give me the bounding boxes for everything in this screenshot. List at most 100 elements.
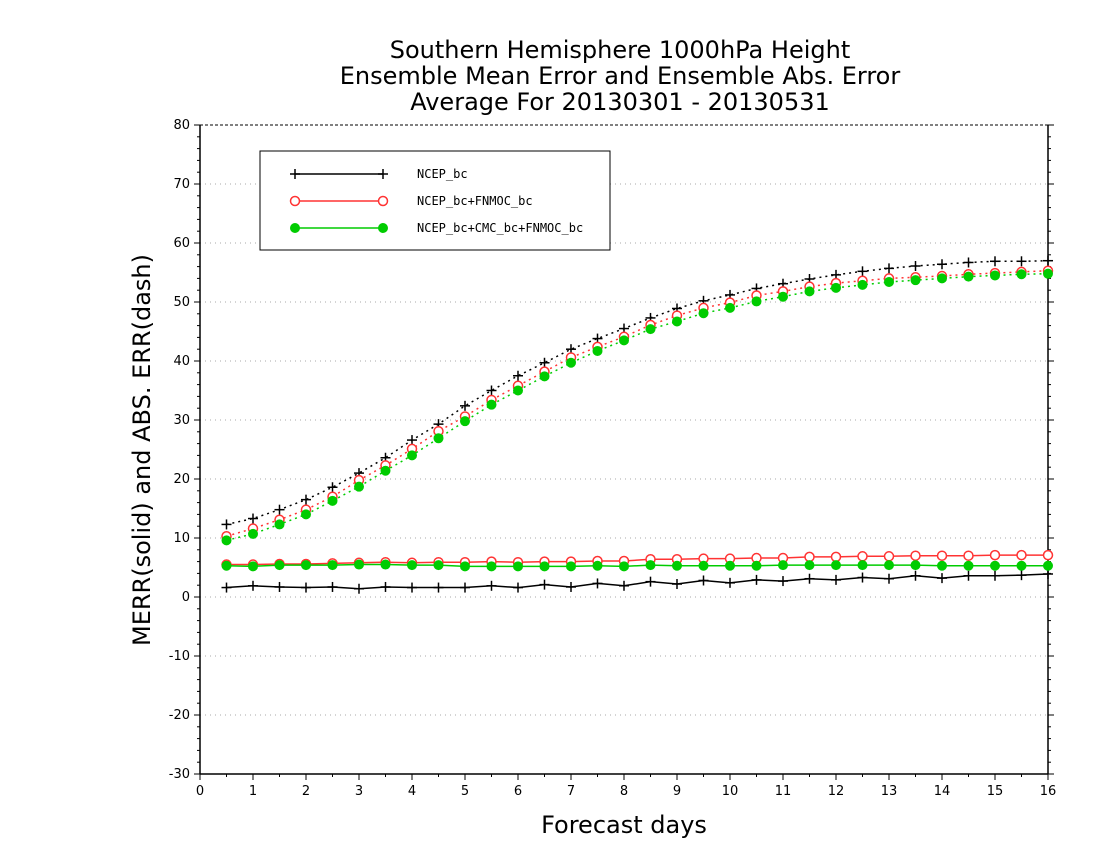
abs-err-point	[433, 433, 444, 444]
abs-err-point	[1016, 256, 1027, 267]
merr-point	[327, 581, 338, 592]
merr-point	[433, 582, 444, 593]
merr-point	[592, 578, 603, 589]
abs-err-point	[539, 371, 550, 382]
abs-err-point	[910, 261, 921, 272]
legend-item: NCEP_bc	[290, 167, 468, 181]
merr-point	[433, 560, 444, 571]
merr-point	[857, 560, 868, 571]
abs-err-point	[407, 435, 417, 446]
merr-point	[698, 560, 709, 571]
abs-err-point	[486, 399, 497, 410]
x-tick-label: 12	[828, 784, 845, 799]
legend-marker-end	[378, 169, 388, 179]
abs-err-point	[1043, 268, 1053, 279]
merr-point	[990, 560, 1000, 571]
merr-point	[645, 560, 656, 571]
merr-point	[274, 560, 285, 571]
abs-err-point	[274, 504, 285, 515]
merr-point	[937, 573, 947, 584]
abs-err-point	[539, 357, 550, 368]
merr-point	[513, 582, 523, 593]
abs-err-point	[513, 385, 523, 396]
abs-err-point	[248, 528, 258, 539]
abs-err-point	[513, 370, 523, 381]
merr-point	[301, 582, 311, 593]
abs-err-point	[486, 385, 497, 396]
abs-err-point	[725, 302, 735, 313]
x-tick-label: 6	[514, 784, 522, 799]
series-2	[221, 268, 1053, 572]
x-tick-label: 10	[722, 784, 739, 799]
merr-point	[751, 560, 762, 571]
y-tick-label: 80	[173, 118, 190, 133]
abs-err-point	[274, 519, 285, 530]
merr-point	[327, 560, 338, 571]
abs-err-point	[592, 345, 603, 356]
merr-point	[1042, 549, 1054, 561]
y-tick-label: -20	[169, 708, 190, 723]
merr-point	[698, 575, 709, 586]
legend-marker-start	[290, 223, 300, 233]
merr-point	[989, 549, 1001, 561]
merr-point	[248, 561, 258, 572]
merr-point	[778, 560, 788, 571]
merr-point	[1043, 560, 1053, 571]
abs-err-point	[884, 263, 894, 274]
merr-point	[884, 573, 894, 584]
merr-point	[937, 560, 947, 571]
x-tick-label: 0	[196, 784, 204, 799]
merr-point	[831, 574, 841, 585]
merr-point	[274, 581, 285, 592]
merr-point	[354, 559, 364, 570]
merr-line	[226, 573, 1049, 590]
y-tick-label: 20	[173, 472, 190, 487]
y-tick-label: -10	[169, 649, 190, 664]
legend: NCEP_bc NCEP_bc+FNMOC_bc NCEP_bc+CMC_bc+FN…	[259, 150, 611, 251]
merr-point	[884, 560, 894, 571]
merr-point	[857, 551, 868, 562]
legend-label: NCEP_bc	[417, 167, 468, 181]
x-tick-label: 8	[620, 784, 628, 799]
abs-err-point	[327, 482, 338, 493]
abs-err-point	[619, 335, 629, 346]
chart-title: Southern Hemisphere 1000hPa HeightEnsemb…	[340, 36, 901, 116]
merr-point	[910, 550, 921, 561]
merr-point	[486, 561, 497, 572]
merr-point	[645, 576, 656, 587]
merr-point	[301, 560, 311, 571]
x-tick-label: 14	[934, 784, 951, 799]
abs-err-point	[990, 256, 1000, 267]
merr-point	[804, 551, 815, 563]
x-tick-label: 13	[881, 784, 898, 799]
series-1	[221, 265, 1054, 570]
merr-point	[831, 560, 841, 571]
y-tick-label: 50	[173, 295, 190, 310]
abs-err-point	[248, 513, 258, 524]
abs-err-point	[884, 276, 894, 287]
abs-err-point	[963, 271, 974, 282]
abs-err-point	[327, 495, 338, 506]
abs-err-line	[226, 269, 1049, 537]
abs-err-point	[380, 465, 391, 476]
merr-point	[1016, 560, 1027, 571]
abs-err-point	[963, 257, 974, 268]
abs-err-point	[672, 316, 682, 327]
merr-point	[407, 560, 417, 571]
merr-point	[883, 551, 895, 562]
legend-marker-end	[378, 223, 388, 233]
y-tick-label: 70	[173, 177, 190, 192]
merr-point	[380, 581, 391, 592]
abs-err-point	[645, 324, 656, 335]
abs-err-point	[566, 357, 576, 368]
merr-point	[248, 580, 258, 591]
y-tick-label: -30	[169, 767, 190, 782]
abs-err-point	[221, 519, 232, 530]
y-tick-label: 40	[173, 354, 190, 369]
merr-point	[804, 573, 815, 584]
abs-err-point	[937, 259, 947, 270]
abs-err-point	[354, 481, 364, 492]
abs-err-point	[460, 416, 470, 427]
abs-err-point	[301, 509, 311, 520]
